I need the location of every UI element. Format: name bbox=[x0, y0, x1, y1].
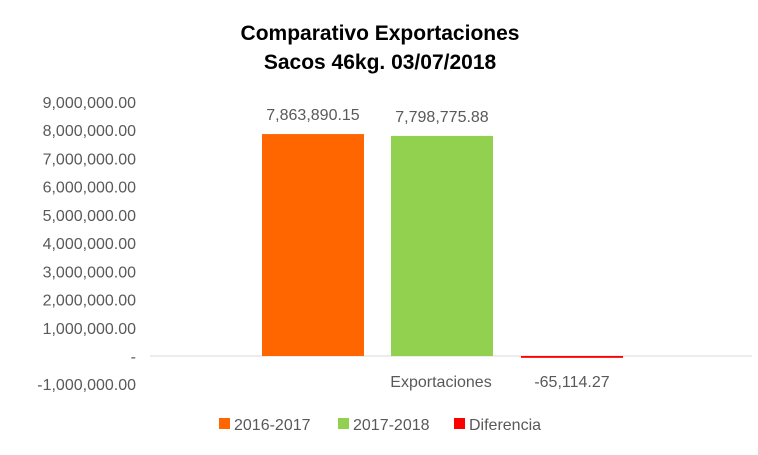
y-tick-label: 7,000,000.00 bbox=[43, 151, 137, 168]
legend-label: 2017-2018 bbox=[353, 417, 430, 434]
data-label: 7,798,775.88 bbox=[395, 109, 489, 126]
category-label: Exportaciones bbox=[390, 374, 491, 391]
legend-label: 2016-2017 bbox=[234, 417, 311, 434]
data-label: 7,863,890.15 bbox=[266, 107, 360, 124]
y-tick-label: 9,000,000.00 bbox=[43, 95, 137, 112]
chart-title-line-2: Sacos 46kg. 03/07/2018 bbox=[264, 51, 497, 74]
y-tick-label: -1,000,000.00 bbox=[37, 377, 136, 394]
y-tick-label: - bbox=[131, 349, 136, 366]
legend-swatch bbox=[454, 418, 465, 429]
legend-label: Diferencia bbox=[469, 417, 541, 434]
y-tick-label: 2,000,000.00 bbox=[43, 293, 137, 310]
data-label: -65,114.27 bbox=[534, 374, 609, 391]
legend-swatch bbox=[338, 418, 349, 429]
y-tick-label: 1,000,000.00 bbox=[43, 321, 137, 338]
legend-swatch bbox=[219, 418, 230, 429]
y-tick-label: 3,000,000.00 bbox=[43, 264, 137, 281]
y-tick-label: 5,000,000.00 bbox=[43, 208, 137, 225]
y-tick-label: 8,000,000.00 bbox=[43, 123, 137, 140]
bar-2016-2017 bbox=[262, 134, 364, 356]
bar-Diferencia bbox=[521, 356, 623, 358]
chart-title-line-1: Comparativo Exportaciones bbox=[241, 22, 520, 45]
bar-2017-2018 bbox=[391, 135, 493, 356]
y-tick-label: 4,000,000.00 bbox=[43, 236, 137, 253]
y-tick-label: 6,000,000.00 bbox=[43, 180, 137, 197]
